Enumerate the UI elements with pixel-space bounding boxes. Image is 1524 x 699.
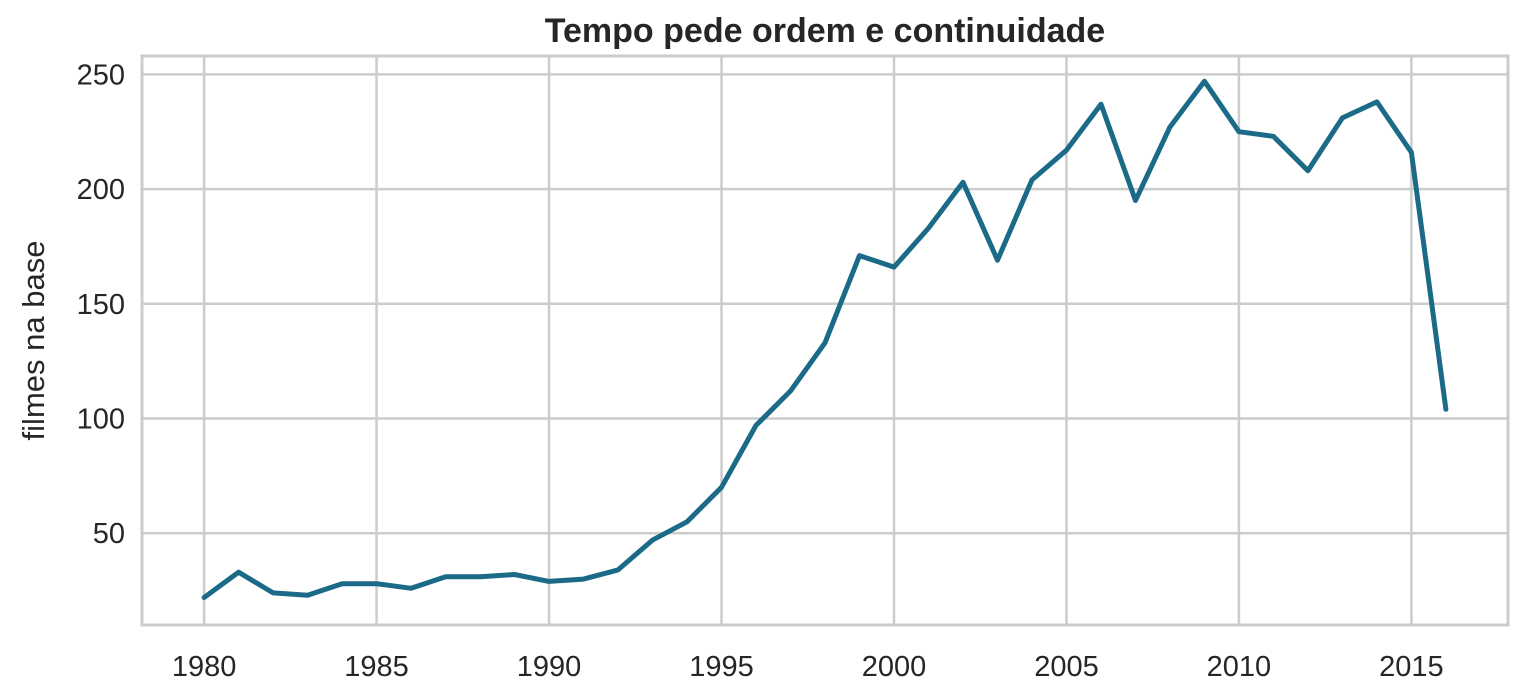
y-tick-label-50: 50 [93,518,125,550]
y-tick-label-250: 250 [77,59,125,91]
chart-title: Tempo pede ordem e continuidade [545,12,1105,50]
x-axis-ticks: 1980 1985 1990 1995 2000 2005 2010 2015 [172,651,1444,683]
y-tick-label-150: 150 [77,289,125,321]
plot-frame [140,54,1510,627]
series-layer [201,78,1449,600]
x-tick-label-1980: 1980 [172,651,237,683]
x-tick-label-2000: 2000 [862,651,927,683]
x-tick-label-1995: 1995 [689,651,754,683]
x-tick-label-1985: 1985 [344,651,409,683]
y-axis-label: filmes na base [16,241,51,441]
y-axis-ticks: 50 100 150 200 250 [77,59,125,550]
x-tick-label-2005: 2005 [1034,651,1099,683]
x-tick-label-2010: 2010 [1207,651,1272,683]
x-tick-label-1990: 1990 [517,651,582,683]
y-tick-label-100: 100 [77,404,125,436]
x-tick-label-2015: 2015 [1379,651,1444,683]
series-line-0 [201,78,1449,600]
y-tick-label-200: 200 [77,174,125,206]
